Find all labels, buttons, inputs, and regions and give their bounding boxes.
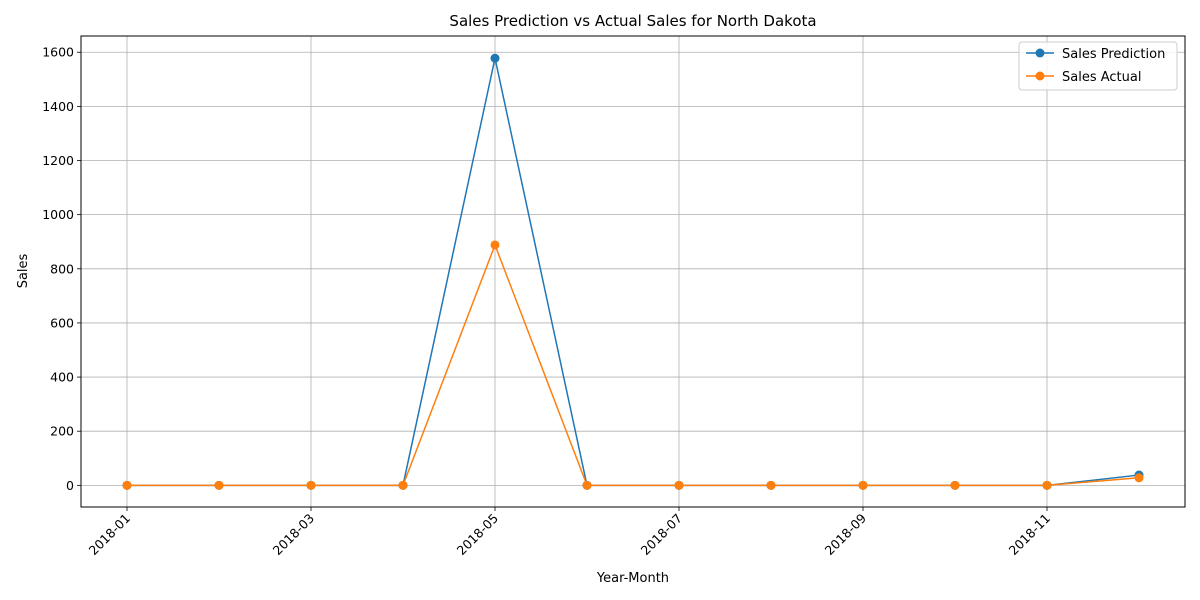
data-point-actual — [950, 480, 960, 490]
data-point-actual — [398, 480, 408, 490]
y-tick-label: 200 — [50, 424, 74, 439]
y-tick-label: 1200 — [42, 153, 74, 168]
legend-box — [1018, 41, 1178, 91]
plot-frame — [80, 35, 1186, 508]
legend-marker-actual — [1035, 71, 1045, 81]
plot-area — [81, 36, 1185, 507]
y-tick-label: 1600 — [42, 45, 74, 60]
series-line-actual — [127, 244, 1140, 487]
data-point-actual — [214, 480, 224, 490]
data-point-actual — [674, 480, 684, 490]
data-point-actual — [766, 480, 776, 490]
data-point-actual — [490, 240, 500, 250]
series-layer — [122, 53, 1144, 490]
x-axis-label: Year-Month — [596, 571, 669, 586]
chart-title: Sales Prediction vs Actual Sales for Nor… — [449, 12, 816, 30]
grid — [81, 36, 1185, 507]
y-tick-label: 1400 — [42, 99, 74, 114]
y-axis-label: Sales — [16, 253, 31, 288]
data-point-actual — [582, 480, 592, 490]
legend-marker-prediction — [1035, 48, 1045, 58]
legend-label-actual: Sales Actual — [1062, 70, 1141, 85]
data-point-actual — [858, 480, 868, 490]
y-tick-label: 400 — [50, 370, 74, 385]
data-point-prediction — [490, 53, 500, 63]
y-tick-label: 600 — [50, 315, 74, 330]
legend-label-prediction: Sales Prediction — [1062, 47, 1165, 62]
y-tick-label: 1000 — [42, 207, 74, 222]
y-tick-label: 800 — [50, 261, 74, 276]
legend: Sales Prediction Sales Actual — [1018, 41, 1178, 91]
data-point-actual — [1042, 480, 1052, 490]
y-tick-label: 0 — [66, 478, 74, 493]
data-point-actual — [306, 480, 316, 490]
data-point-actual — [122, 480, 132, 490]
data-point-actual — [1134, 473, 1144, 483]
